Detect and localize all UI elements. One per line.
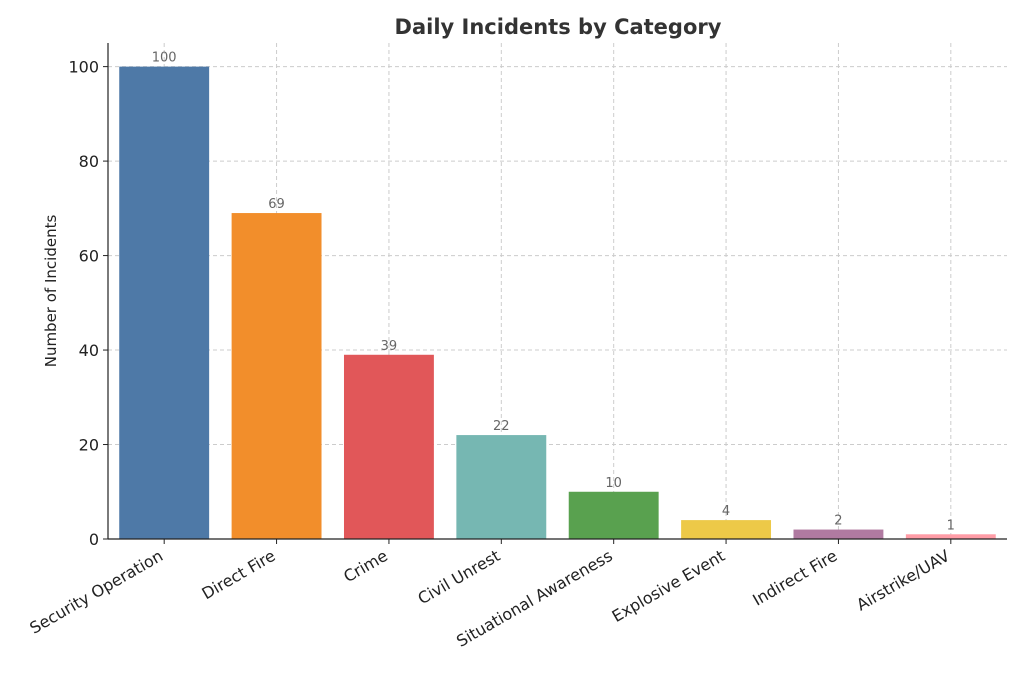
data-label: 1 [947, 518, 955, 533]
bar [456, 435, 547, 539]
bar [568, 491, 659, 539]
axes [107, 43, 1007, 540]
x-tick-label: Airstrike/UAV [853, 546, 953, 615]
y-tick-label: 100 [68, 58, 99, 77]
bars [119, 66, 996, 540]
x-tick-label: Direct Fire [198, 546, 278, 603]
data-label: 22 [493, 419, 510, 434]
x-tick-label: Security Operation [26, 546, 166, 638]
y-ticks: 0 20 40 60 80 100 [68, 58, 108, 549]
y-axis-label: Number of Incidents [42, 215, 60, 368]
data-label: 2 [834, 514, 842, 529]
chart-title: Daily Incidents by Category [395, 15, 722, 39]
bar [119, 66, 210, 539]
data-label: 100 [152, 51, 177, 66]
bar [343, 354, 434, 539]
data-label: 69 [268, 197, 285, 212]
y-tick-label: 20 [79, 436, 99, 455]
y-tick-label: 0 [89, 530, 99, 549]
data-label: 10 [605, 476, 622, 491]
x-tick-label: Indirect Fire [749, 546, 840, 610]
bar [681, 520, 772, 539]
y-tick-label: 80 [79, 152, 99, 171]
data-label: 39 [381, 339, 398, 354]
bar [905, 534, 996, 539]
data-labels: 100 69 39 22 10 4 2 1 [152, 51, 955, 534]
x-tick-label: Explosive Event [609, 546, 728, 626]
x-tick-label: Crime [340, 546, 391, 586]
bar [231, 213, 322, 540]
data-label: 4 [722, 504, 730, 519]
y-tick-label: 60 [79, 247, 99, 266]
x-tick-label: Civil Unrest [414, 546, 503, 608]
x-ticks: Security Operation Direct Fire Crime Civil … [26, 539, 953, 651]
bar [793, 529, 884, 539]
y-tick-label: 40 [79, 341, 99, 360]
